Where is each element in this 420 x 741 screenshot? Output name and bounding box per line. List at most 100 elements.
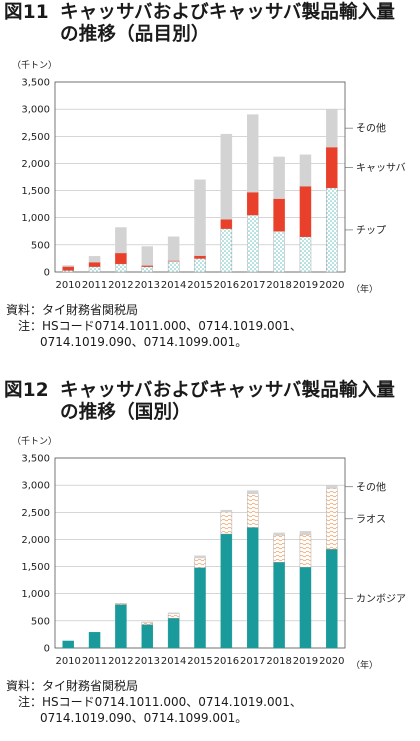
bar-segment-キャッサバ-2010 [62,266,74,271]
bar-segment-カンボジア-2020 [326,548,338,649]
y-tick-label: 1,500 [21,186,50,197]
bar-segment-キャッサバ-2016 [220,219,233,229]
x-tick-label: 2011 [82,656,107,667]
figure-number: 図11 [4,2,49,23]
bar-segment-カンボジア-2010 [62,640,74,649]
bar-segment-チップ-2016 [220,228,233,273]
note-line-2: 0714.1019.090、0714.1099.001。 [40,335,248,349]
figure-11: 図11 キャッサバおよびキャッサバ製品輸入量 の推移（品目別） （千トン） 0 50… [0,0,420,370]
bar-segment-ラオス-2012 [115,603,127,605]
bar-segment-チップ-2010 [62,270,74,273]
notes: 資料：タイ財務省関税局 注：HSコード0714.1011.000、0714.10… [6,302,302,350]
y-tick-label: 1,500 [21,562,50,573]
bar-segment-キャッサバ-2011 [88,262,101,267]
bar-segment-その他-2018 [273,532,285,536]
bar-segment-ラオス-2018 [273,534,285,563]
bar-segment-その他-2017 [246,114,259,193]
y-tick-label: 2,000 [21,535,50,546]
y-tick-label: 1,000 [21,213,50,224]
legend-label: カンボジア [356,593,406,605]
bar-segment-ラオス-2015 [194,557,206,568]
bar-segment-その他-2013 [141,621,154,623]
y-tick-label: 2,000 [21,159,50,170]
x-tick-label: 2012 [108,280,133,291]
x-tick-label: 2017 [240,656,265,667]
x-tick-label: 2012 [108,656,133,667]
note-line-1: 注：HSコード0714.1011.000、0714.1019.001、 [18,695,302,709]
legend-label: ラオス [356,513,386,525]
bar-segment-ラオス-2017 [246,493,259,528]
note-line-2: 0714.1019.090、0714.1099.001。 [40,711,248,725]
bar-segment-その他-2020 [326,484,338,489]
y-tick-label: 3,500 [21,454,50,465]
title-line-2: の推移（国別） [60,402,191,423]
x-tick-label: 2020 [319,656,344,667]
bar-segment-チップ-2018 [273,231,285,273]
title-line-2: の推移（品目別） [60,24,210,45]
figure-12: 図12 キャッサバおよびキャッサバ製品輸入量 の推移（国別） （千トン） 0 500… [0,378,420,741]
y-tick-label: 500 [31,240,50,251]
bar-segment-その他-2010 [62,265,74,267]
bar-segment-ラオス-2014 [167,613,180,619]
y-tick-label: 0 [44,268,50,279]
y-tick-label: 500 [31,616,50,627]
bar-segment-キャッサバ-2019 [299,186,312,237]
x-tick-label: 2015 [187,656,212,667]
bar-segment-カンボジア-2015 [194,567,206,649]
legend-label: その他 [356,122,386,135]
bar-segment-カンボジア-2011 [88,632,101,649]
bar-segment-キャッサバ-2020 [326,146,338,189]
x-tick-label: 2014 [161,656,186,667]
bar-segment-カンボジア-2017 [246,527,259,649]
notes: 資料：タイ財務省関税局 注：HSコード0714.1011.000、0714.10… [6,678,302,726]
bar-segment-ラオス-2013 [141,622,154,625]
bar-segment-カンボジア-2016 [220,533,233,649]
bar-segment-その他-2011 [88,256,101,263]
x-tick-label: 2016 [214,280,239,291]
bar-segment-その他-2014 [167,236,180,261]
bar-segment-チップ-2020 [326,187,338,273]
x-tick-label: 2013 [135,280,160,291]
bar-segment-チップ-2019 [299,236,312,273]
y-tick-label: 0 [44,644,50,655]
source-line: 資料：タイ財務省関税局 [6,303,139,317]
y-unit-label: （千トン） [12,437,58,447]
bar-segment-カンボジア-2019 [299,566,312,649]
bar-segment-その他-2018 [273,156,285,199]
y-tick-label: 2,500 [21,508,50,519]
y-tick-label: 3,000 [21,105,50,116]
bar-segment-チップ-2015 [194,258,206,273]
chart-11: 0 500 1,000 1,500 2,000 2,500 3,000 3,500 2010 20… [21,78,406,296]
bar-segment-その他-2014 [167,612,180,614]
y-tick-label: 3,500 [21,78,50,89]
x-tick-label: 2019 [293,280,318,291]
x-tick-label: 2016 [214,656,239,667]
x-tick-label: 2010 [55,280,80,291]
x-tick-label: 2020 [319,280,344,291]
bar-segment-カンボジア-2018 [273,562,285,649]
bar-segment-その他-2016 [220,133,233,220]
bar-segment-チップ-2011 [88,266,101,273]
bar-segment-その他-2017 [246,490,259,495]
y-unit-label: （千トン） [12,61,58,71]
figure-number: 図12 [4,380,49,401]
bar-segment-チップ-2014 [167,260,180,273]
bar-segment-その他-2013 [141,246,154,266]
x-unit-label: （年） [351,659,378,671]
x-tick-label: 2019 [293,656,318,667]
bar-segment-チップ-2013 [141,266,154,273]
figure-title: 図11 キャッサバおよびキャッサバ製品輸入量 の推移（品目別） [4,2,416,46]
y-tick-label: 2,500 [21,132,50,143]
bar-segment-キャッサバ-2018 [273,198,285,232]
x-tick-label: 2014 [161,280,186,291]
bar-segment-ラオス-2020 [326,488,338,550]
bar-segment-その他-2019 [299,154,312,187]
bar-segment-キャッサバ-2012 [115,252,127,265]
source-line: 資料：タイ財務省関税局 [6,679,139,693]
y-tick-label: 1,000 [21,589,50,600]
bar-segment-その他-2015 [194,555,206,559]
x-tick-label: 2018 [266,280,291,291]
legend-label: キャッサバ [356,162,406,174]
bar-segment-カンボジア-2012 [115,604,127,649]
y-tick-label: 3,000 [21,481,50,492]
